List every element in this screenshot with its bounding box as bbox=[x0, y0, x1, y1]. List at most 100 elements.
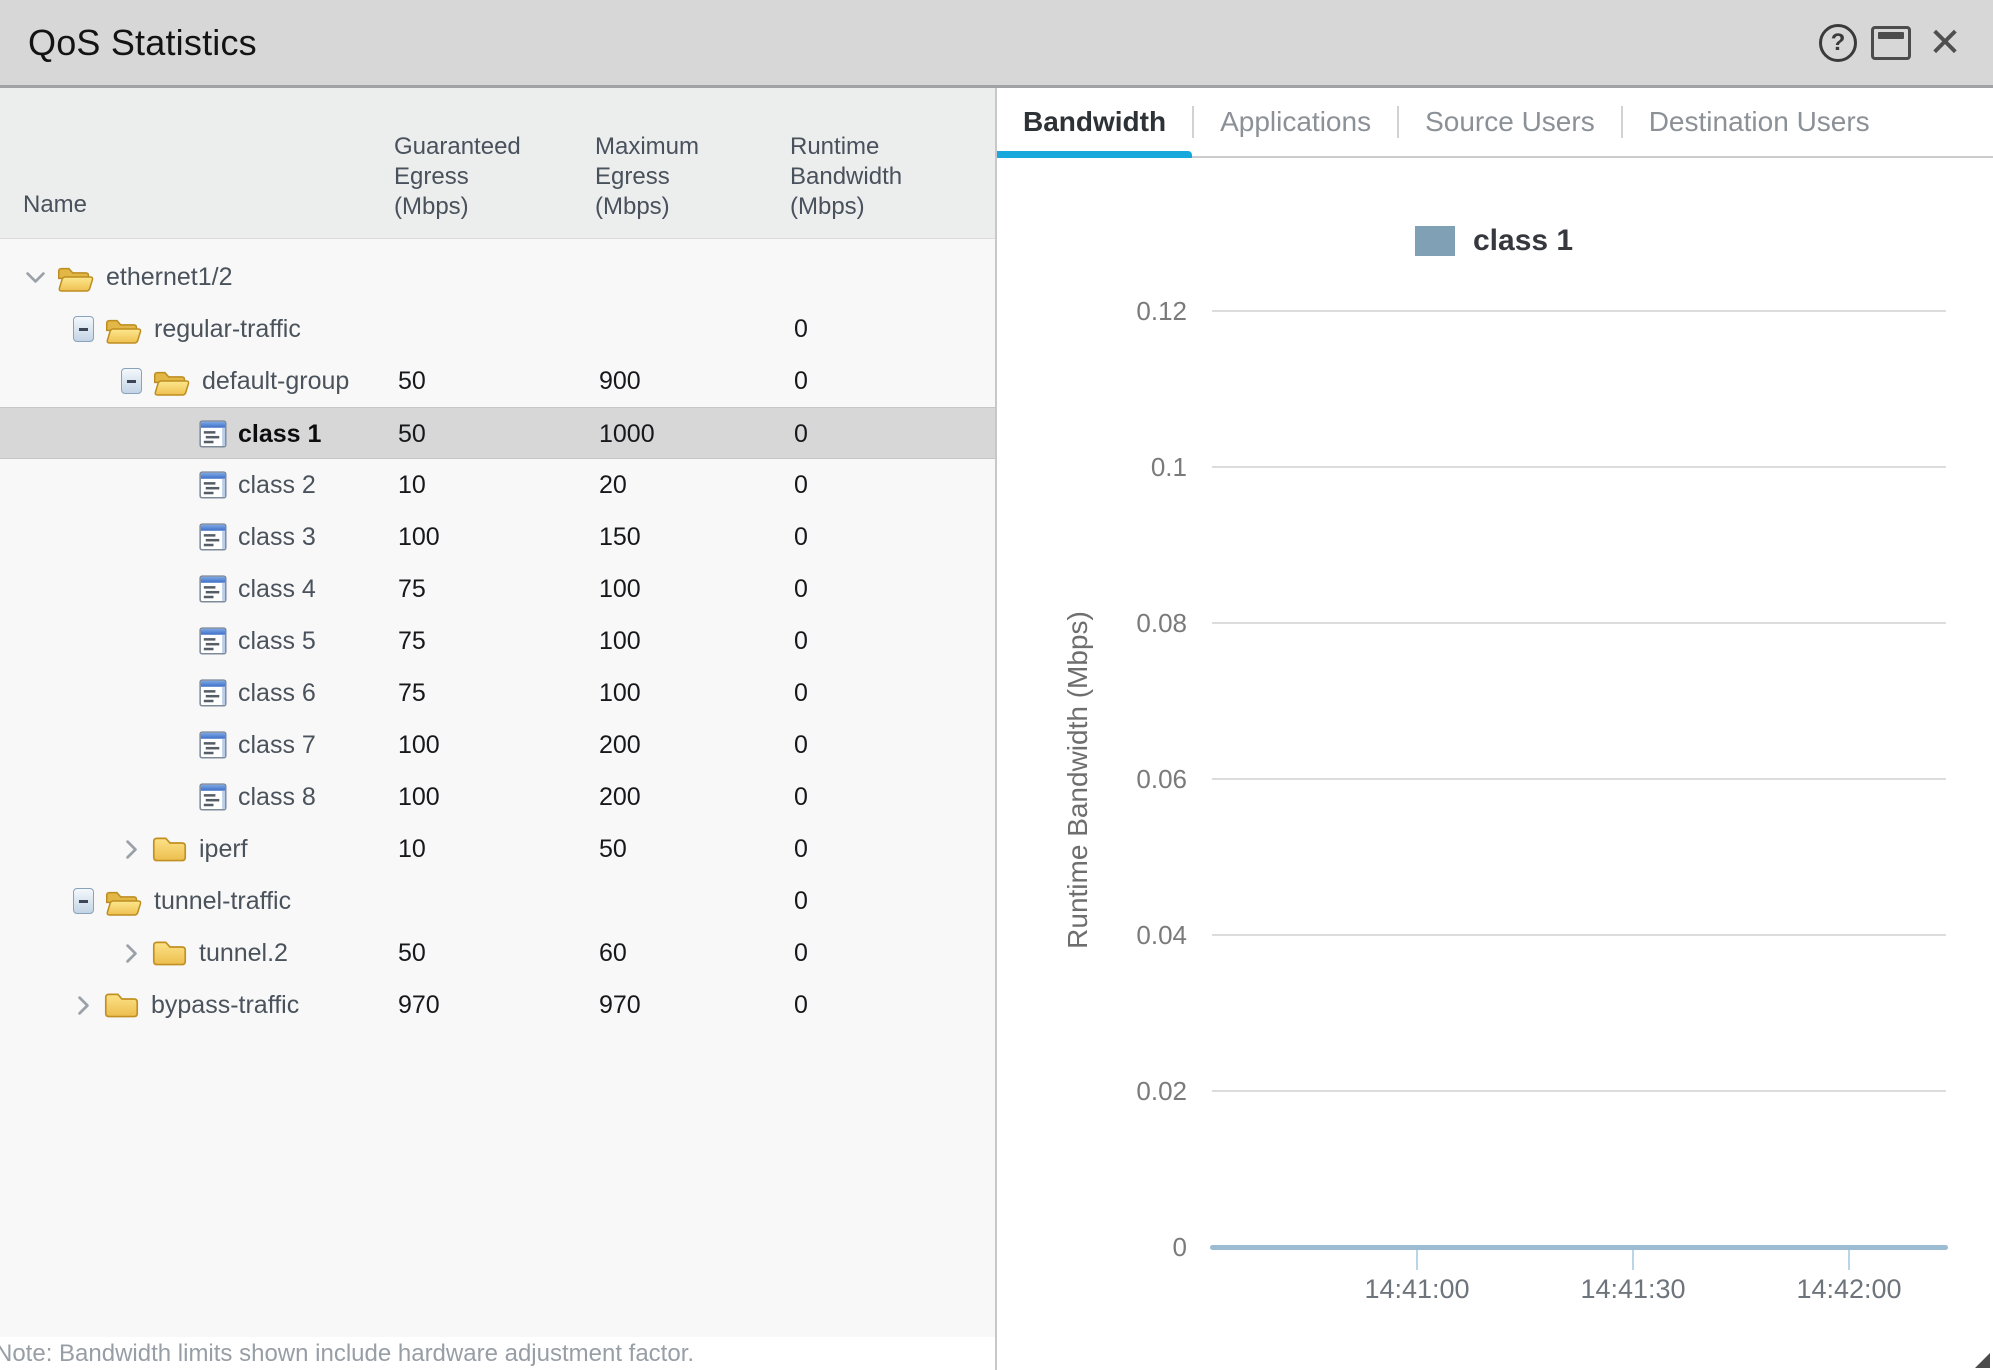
expander-placeholder bbox=[164, 419, 194, 449]
expander-placeholder bbox=[164, 730, 194, 760]
table-row[interactable]: class 6 75 100 0 bbox=[0, 667, 995, 719]
row-label: class 8 bbox=[238, 782, 316, 811]
cell-runtime-bandwidth: 0 bbox=[794, 471, 808, 499]
cell-guaranteed-egress: 75 bbox=[398, 575, 426, 603]
window-body: Name Guaranteed Egress (Mbps) Maximum Eg… bbox=[0, 88, 1993, 1370]
class-item-icon bbox=[199, 471, 227, 499]
class-item-icon bbox=[199, 679, 227, 707]
cell-maximum-egress: 970 bbox=[599, 991, 641, 1019]
folder-open-icon bbox=[103, 886, 143, 917]
cell-runtime-bandwidth: 0 bbox=[794, 575, 808, 603]
resize-grip-icon[interactable] bbox=[1975, 1353, 1990, 1368]
cell-runtime-bandwidth: 0 bbox=[794, 835, 808, 863]
row-label: default-group bbox=[202, 366, 350, 395]
tab-bandwidth[interactable]: Bandwidth bbox=[997, 88, 1193, 158]
note-text: Note: Bandwidth limits shown include har… bbox=[0, 1340, 695, 1367]
cell-maximum-egress: 1000 bbox=[599, 420, 655, 448]
minus-box-icon[interactable] bbox=[68, 886, 98, 916]
tree-cell: class 8 bbox=[0, 771, 390, 823]
cell-runtime-bandwidth: 0 bbox=[794, 679, 808, 707]
cell-maximum-egress: 150 bbox=[599, 523, 641, 551]
cell-guaranteed-egress: 75 bbox=[398, 679, 426, 707]
table-row[interactable]: class 2 10 20 0 bbox=[0, 459, 995, 511]
cell-maximum-egress: 100 bbox=[599, 679, 641, 707]
table-row[interactable]: iperf 10 50 0 bbox=[0, 823, 995, 875]
series-line-class1 bbox=[1210, 1245, 1948, 1250]
expander-placeholder bbox=[164, 626, 194, 656]
table-row[interactable]: ethernet1/2 bbox=[0, 251, 995, 303]
chart-legend: class 1 bbox=[1415, 224, 1573, 258]
x-tick-label: 14:42:00 bbox=[1796, 1274, 1902, 1304]
row-label: class 7 bbox=[238, 730, 316, 759]
cell-runtime-bandwidth: 0 bbox=[794, 731, 808, 759]
table-row[interactable]: bypass-traffic 970 970 0 bbox=[0, 979, 995, 1031]
tab-bar: Bandwidth Applications Source Users Dest… bbox=[997, 88, 1993, 158]
cell-maximum-egress: 50 bbox=[599, 835, 627, 863]
titlebar: QoS Statistics bbox=[0, 0, 1993, 88]
row-label: iperf bbox=[199, 834, 248, 863]
chevron-down-icon[interactable] bbox=[20, 262, 50, 292]
cell-maximum-egress: 200 bbox=[599, 783, 641, 811]
cell-guaranteed-egress: 50 bbox=[398, 939, 426, 967]
row-label: class 1 bbox=[238, 419, 322, 448]
legend-label: class 1 bbox=[1473, 224, 1574, 257]
tree-cell: class 3 bbox=[0, 511, 390, 563]
table-row[interactable]: class 5 75 100 0 bbox=[0, 615, 995, 667]
tree-cell: default-group bbox=[0, 355, 390, 407]
table-row[interactable]: class 1 50 1000 0 bbox=[0, 407, 995, 459]
minus-box-icon[interactable] bbox=[116, 366, 146, 396]
expander-placeholder bbox=[164, 782, 194, 812]
window-title: QoS Statistics bbox=[28, 21, 257, 63]
table-row[interactable]: default-group 50 900 0 bbox=[0, 355, 995, 407]
table-row[interactable]: regular-traffic 0 bbox=[0, 303, 995, 355]
table-row[interactable]: class 7 100 200 0 bbox=[0, 719, 995, 771]
table-row[interactable]: class 8 100 200 0 bbox=[0, 771, 995, 823]
cell-runtime-bandwidth: 0 bbox=[794, 523, 808, 551]
tree-cell: class 2 bbox=[0, 459, 390, 511]
tab-applications[interactable]: Applications bbox=[1220, 106, 1372, 137]
minus-box-icon[interactable] bbox=[68, 314, 98, 344]
row-label: class 5 bbox=[238, 626, 316, 655]
tree-cell: iperf bbox=[0, 823, 390, 875]
chevron-right-icon[interactable] bbox=[116, 834, 146, 864]
cell-guaranteed-egress: 100 bbox=[398, 783, 440, 811]
folder-closed-icon bbox=[151, 938, 188, 968]
legend-swatch bbox=[1415, 226, 1455, 256]
chevron-right-icon[interactable] bbox=[116, 938, 146, 968]
cell-guaranteed-egress: 50 bbox=[398, 420, 426, 448]
help-icon[interactable] bbox=[1819, 23, 1857, 62]
row-label: bypass-traffic bbox=[151, 990, 300, 1019]
gridline bbox=[1212, 310, 1946, 312]
tree-cell: tunnel.2 bbox=[0, 927, 390, 979]
close-icon[interactable] bbox=[1925, 23, 1965, 63]
tree-cell: class 4 bbox=[0, 563, 390, 615]
cell-runtime-bandwidth: 0 bbox=[794, 887, 808, 915]
folder-closed-icon bbox=[151, 834, 188, 864]
class-item-icon bbox=[199, 783, 227, 811]
tab-destination-users[interactable]: Destination Users bbox=[1648, 106, 1870, 137]
y-tick-label: 0.1 bbox=[1150, 452, 1187, 482]
row-label: class 6 bbox=[238, 678, 316, 707]
x-axis-tick bbox=[1416, 1250, 1418, 1270]
folder-open-icon bbox=[151, 366, 191, 397]
x-tick-label: 14:41:30 bbox=[1580, 1274, 1686, 1304]
window-icon[interactable] bbox=[1871, 25, 1911, 60]
tab-separator bbox=[1620, 106, 1623, 138]
y-tick-label: 0 bbox=[1172, 1232, 1187, 1262]
chevron-right-icon[interactable] bbox=[68, 990, 98, 1020]
cell-runtime-bandwidth: 0 bbox=[794, 627, 808, 655]
tree-cell: class 5 bbox=[0, 615, 390, 667]
table-row[interactable]: class 3 100 150 0 bbox=[0, 511, 995, 563]
expander-placeholder bbox=[164, 678, 194, 708]
table-row[interactable]: class 4 75 100 0 bbox=[0, 563, 995, 615]
table-row[interactable]: tunnel.2 50 60 0 bbox=[0, 927, 995, 979]
cell-guaranteed-egress: 970 bbox=[398, 991, 440, 1019]
table-row[interactable]: tunnel-traffic 0 bbox=[0, 875, 995, 927]
y-tick-label: 0.08 bbox=[1136, 608, 1187, 638]
cell-guaranteed-egress: 10 bbox=[398, 471, 426, 499]
window-controls bbox=[1819, 23, 1965, 63]
y-tick-label: 0.04 bbox=[1136, 920, 1187, 950]
tab-source-users[interactable]: Source Users bbox=[1425, 106, 1595, 137]
cell-maximum-egress: 900 bbox=[599, 367, 641, 395]
